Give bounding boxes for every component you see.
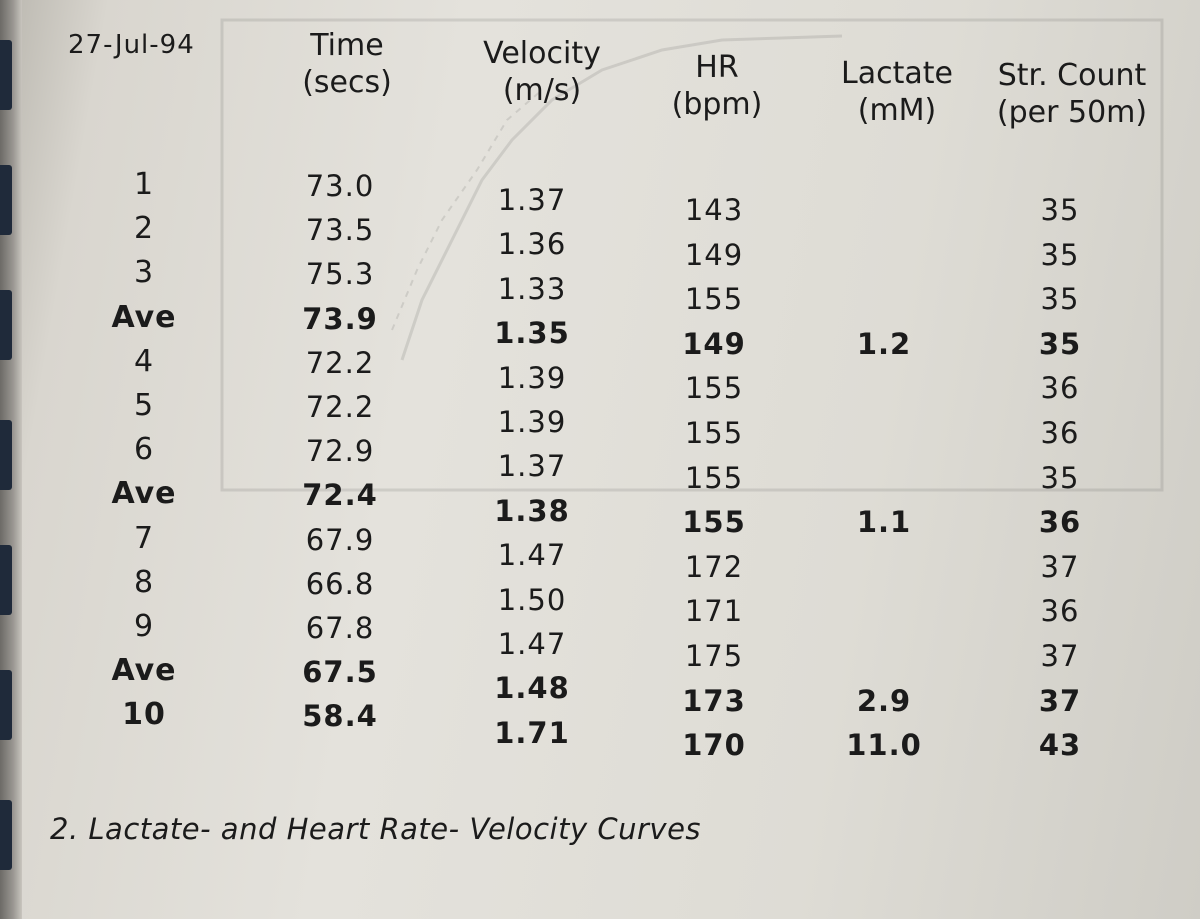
- binding-ring: [0, 800, 12, 870]
- row-label: 10: [122, 697, 166, 733]
- column-header-velocity-unit: (m/s): [502, 72, 582, 108]
- row-label: 6: [133, 432, 155, 468]
- row-label: 4: [133, 343, 155, 379]
- stroke-count-value: 36: [1038, 505, 1082, 540]
- velocity-value: 1.47: [497, 538, 567, 573]
- stroke-count-value: 35: [1040, 460, 1080, 495]
- row-label: 9: [133, 609, 155, 644]
- column-header-time-unit: (secs): [302, 64, 392, 100]
- hr-value: 171: [684, 594, 744, 629]
- hr-value: 155: [682, 505, 746, 540]
- time-value: 66.8: [305, 566, 375, 601]
- stroke-count-value: 35: [1040, 237, 1080, 272]
- hr-value: 155: [684, 416, 744, 450]
- velocity-value: 1.47: [497, 627, 567, 661]
- binding-ring: [0, 670, 12, 740]
- time-value: 73.0: [305, 169, 375, 203]
- stroke-count-value: 36: [1040, 371, 1080, 406]
- column-header-hr: HR (bpm): [662, 50, 772, 123]
- column-header-velocity-title: Velocity: [483, 36, 601, 71]
- hr-value: 149: [684, 237, 744, 272]
- stroke-count-value: 36: [1040, 416, 1080, 450]
- velocity-value: 1.36: [497, 227, 567, 262]
- velocity-value: 1.33: [497, 271, 567, 306]
- row-label: Ave: [111, 299, 177, 335]
- velocity-value: 1.50: [497, 582, 567, 617]
- stroke-count-value: 35: [1038, 326, 1082, 361]
- row-label: 5: [133, 388, 155, 423]
- binding-ring: [0, 40, 12, 110]
- time-value: 67.9: [305, 522, 375, 557]
- column-header-stroke-count-unit: (per 50m): [996, 94, 1148, 130]
- velocity-value: 1.37: [497, 183, 567, 217]
- binding-ring: [0, 290, 12, 360]
- hr-value: 155: [684, 460, 744, 495]
- time-value: 72.2: [305, 345, 375, 380]
- time-value: 67.8: [305, 611, 375, 645]
- time-value: 72.9: [305, 434, 375, 469]
- stroke-count-value: 43: [1038, 728, 1082, 763]
- velocity-value: 1.71: [494, 715, 570, 750]
- lactate-value: 1.1: [856, 505, 912, 540]
- lactate-value: 1.2: [856, 326, 912, 361]
- lactate-value: 2.9: [856, 683, 912, 718]
- column-header-time-title: Time: [310, 28, 384, 63]
- binding-ring: [0, 545, 12, 615]
- column-header-lactate-unit: (mM): [857, 92, 937, 128]
- column-header-stroke-count-title: Str. Count: [997, 58, 1147, 93]
- time-value: 73.9: [302, 301, 378, 336]
- velocity-value: 1.35: [494, 316, 570, 351]
- column-header-hr-unit: (bpm): [671, 86, 763, 122]
- hr-value: 175: [684, 639, 744, 673]
- column-header-lactate: Lactate (mM): [822, 56, 972, 129]
- stroke-count-value: 37: [1040, 639, 1080, 673]
- lactate-value: 11.0: [846, 728, 922, 763]
- column-header-hr-title: HR: [695, 50, 739, 85]
- table-date: 27-Jul-94: [68, 30, 195, 60]
- hr-value: 143: [684, 193, 744, 227]
- binding-ring: [0, 165, 12, 235]
- column-header-velocity: Velocity (m/s): [462, 36, 622, 109]
- velocity-value: 1.39: [497, 405, 567, 439]
- hr-value: 172: [684, 549, 744, 584]
- time-value: 58.4: [302, 699, 378, 734]
- velocity-value: 1.38: [494, 493, 570, 528]
- column-header-time: Time (secs): [272, 28, 422, 101]
- column-header-lactate-title: Lactate: [841, 56, 953, 91]
- velocity-value: 1.37: [497, 449, 567, 484]
- binding-ring: [0, 420, 12, 490]
- row-label: Ave: [111, 476, 177, 512]
- time-value: 67.5: [302, 655, 378, 690]
- row-label: 3: [133, 255, 155, 291]
- stroke-count-value: 36: [1040, 594, 1080, 629]
- hr-value: 155: [684, 282, 744, 317]
- row-label: 8: [133, 564, 155, 600]
- document-page: 27-Jul-94 Time (secs) Velocity (m/s) HR …: [22, 0, 1200, 919]
- hr-value: 149: [682, 326, 746, 361]
- stroke-count-value: 35: [1040, 282, 1080, 317]
- velocity-value: 1.48: [494, 671, 570, 706]
- column-header-stroke-count: Str. Count (per 50m): [982, 58, 1162, 131]
- figure-caption: 2. Lactate- and Heart Rate- Velocity Cur…: [50, 812, 702, 846]
- time-value: 73.5: [305, 213, 375, 248]
- hr-value: 173: [682, 683, 746, 718]
- time-value: 72.4: [302, 478, 378, 513]
- time-value: 75.3: [305, 257, 375, 292]
- stroke-count-value: 37: [1040, 549, 1080, 584]
- row-label: 1: [133, 167, 155, 202]
- bleed-through-graph: [220, 18, 1164, 492]
- time-value: 72.2: [305, 390, 375, 424]
- hr-value: 155: [684, 371, 744, 406]
- stroke-count-value: 37: [1038, 683, 1082, 718]
- row-label: 2: [133, 211, 155, 247]
- page-binding: [0, 0, 22, 919]
- hr-value: 170: [682, 728, 746, 763]
- row-label: Ave: [111, 653, 177, 689]
- stroke-count-value: 35: [1040, 193, 1080, 227]
- row-label: 7: [133, 520, 155, 556]
- velocity-value: 1.39: [497, 360, 567, 395]
